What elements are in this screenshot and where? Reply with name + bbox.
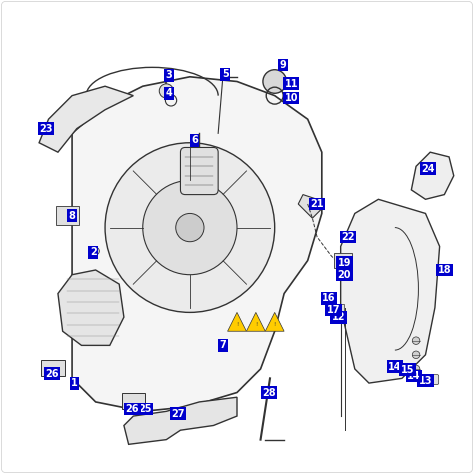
Text: 24: 24: [421, 164, 435, 173]
FancyBboxPatch shape: [55, 206, 79, 225]
Circle shape: [439, 265, 449, 275]
FancyBboxPatch shape: [330, 304, 345, 314]
Text: 25: 25: [138, 404, 152, 414]
Text: 5: 5: [222, 69, 228, 80]
PathPatch shape: [124, 397, 237, 444]
PathPatch shape: [58, 270, 124, 346]
Text: 26: 26: [46, 369, 59, 379]
Circle shape: [412, 365, 420, 373]
Text: 16: 16: [322, 293, 336, 303]
Circle shape: [176, 213, 204, 242]
Polygon shape: [246, 312, 265, 331]
Text: 19: 19: [337, 258, 351, 268]
Text: 12: 12: [331, 312, 345, 322]
Text: 10: 10: [284, 93, 298, 103]
Text: 2: 2: [90, 247, 97, 257]
FancyBboxPatch shape: [334, 254, 353, 268]
Text: 7: 7: [219, 340, 226, 350]
Text: 28: 28: [262, 388, 276, 398]
Text: !: !: [236, 322, 238, 327]
Circle shape: [408, 370, 415, 377]
Text: 11: 11: [284, 79, 298, 89]
Circle shape: [263, 70, 286, 93]
Polygon shape: [228, 312, 246, 331]
Circle shape: [412, 337, 420, 345]
FancyBboxPatch shape: [41, 359, 65, 376]
Text: 26: 26: [126, 404, 139, 414]
Text: 21: 21: [310, 199, 324, 209]
Text: 1: 1: [71, 378, 78, 388]
Text: 9: 9: [280, 60, 287, 70]
Polygon shape: [265, 312, 284, 331]
Text: 13: 13: [419, 376, 432, 386]
Circle shape: [159, 84, 173, 98]
FancyBboxPatch shape: [181, 147, 218, 195]
FancyBboxPatch shape: [424, 374, 438, 384]
Circle shape: [412, 351, 420, 358]
Text: !: !: [273, 322, 276, 327]
Text: !: !: [255, 322, 257, 327]
Text: 3: 3: [165, 70, 172, 81]
Circle shape: [92, 247, 100, 255]
Text: 23: 23: [39, 124, 53, 134]
PathPatch shape: [298, 195, 322, 218]
PathPatch shape: [341, 199, 439, 383]
PathPatch shape: [72, 77, 322, 411]
Text: 22: 22: [341, 232, 355, 242]
PathPatch shape: [39, 86, 133, 152]
FancyBboxPatch shape: [121, 392, 145, 409]
Text: 14: 14: [388, 362, 401, 372]
PathPatch shape: [411, 152, 454, 199]
Circle shape: [327, 293, 336, 303]
Circle shape: [105, 143, 275, 312]
Text: 8: 8: [69, 211, 75, 221]
Text: 15: 15: [401, 365, 414, 375]
Text: 4: 4: [165, 88, 172, 98]
Text: 18: 18: [438, 265, 451, 275]
Text: 20: 20: [337, 270, 351, 280]
Text: 27: 27: [171, 409, 185, 419]
Circle shape: [143, 181, 237, 275]
Text: 14: 14: [407, 371, 420, 381]
Text: 6: 6: [191, 136, 198, 146]
Text: 17: 17: [327, 305, 340, 315]
